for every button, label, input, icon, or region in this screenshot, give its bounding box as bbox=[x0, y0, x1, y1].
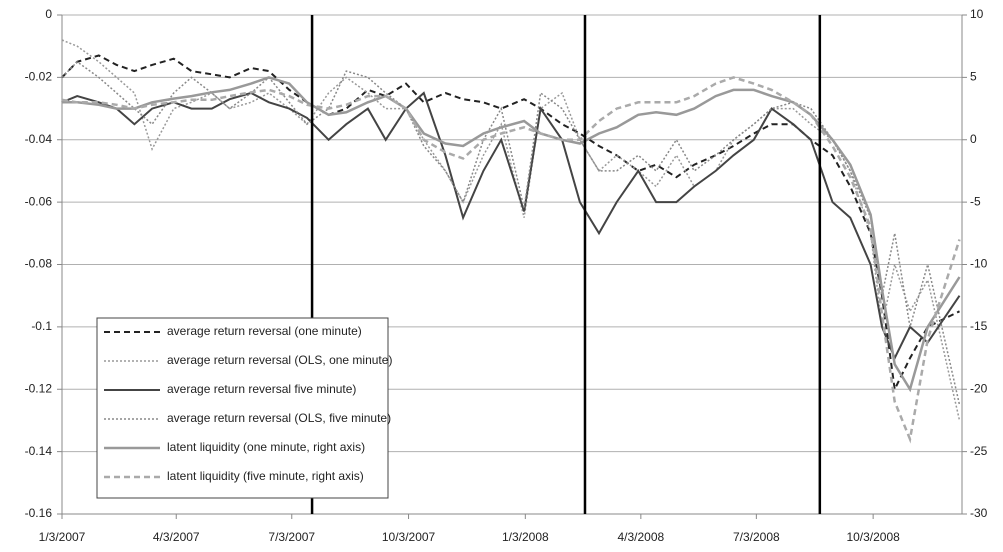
series-line bbox=[61, 54, 960, 393]
y-tick-label: -0.12 bbox=[25, 381, 53, 395]
legend-label: latent liquidity (five minute, right axi… bbox=[167, 469, 364, 483]
series-line bbox=[62, 76, 961, 393]
y-tick-label: -0.16 bbox=[25, 506, 53, 520]
legend-label: average return reversal five minute) bbox=[167, 382, 356, 396]
series-line bbox=[61, 76, 961, 444]
y-tick-label: 0 bbox=[45, 7, 52, 21]
legend-label: latent liquidity (one minute, right axis… bbox=[167, 440, 365, 454]
y2-tick-label: -20 bbox=[970, 381, 988, 395]
y2-tick-label: 0 bbox=[970, 132, 977, 146]
x-tick-label: 4/3/2008 bbox=[617, 530, 664, 544]
legend-label: average return reversal (OLS, five minut… bbox=[167, 411, 391, 425]
x-tick-label: 10/3/2008 bbox=[846, 530, 900, 544]
y-tick-label: -0.02 bbox=[25, 70, 53, 84]
y2-tick-label: -15 bbox=[970, 319, 988, 333]
y2-tick-label: -5 bbox=[970, 194, 981, 208]
y2-tick-label: 10 bbox=[970, 7, 984, 21]
y-tick-label: -0.14 bbox=[25, 444, 53, 458]
y-tick-label: -0.06 bbox=[25, 194, 53, 208]
y-tick-label: -0.08 bbox=[25, 257, 53, 271]
x-tick-label: 1/3/2008 bbox=[502, 530, 549, 544]
series-line bbox=[61, 39, 961, 421]
legend: average return reversal (one minute) aver… bbox=[96, 317, 392, 499]
legend-label: average return reversal (one minute) bbox=[167, 324, 362, 338]
x-tick-label: 7/3/2007 bbox=[268, 530, 315, 544]
x-tick-label: 10/3/2007 bbox=[382, 530, 436, 544]
y2-tick-label: -10 bbox=[970, 257, 988, 271]
y2-tick-label: -30 bbox=[970, 506, 988, 520]
y2-tick-label: -25 bbox=[970, 444, 988, 458]
y2-tick-label: 5 bbox=[970, 70, 977, 84]
y-tick-label: -0.04 bbox=[25, 132, 53, 146]
y-tick-label: -0.1 bbox=[31, 319, 52, 333]
x-tick-label: 7/3/2008 bbox=[733, 530, 780, 544]
legend-label: average return reversal (OLS, one minute… bbox=[167, 353, 392, 367]
legend-box bbox=[96, 317, 389, 499]
x-tick-label: 1/3/2007 bbox=[39, 530, 86, 544]
x-tick-label: 4/3/2007 bbox=[153, 530, 200, 544]
series-line bbox=[61, 91, 961, 361]
